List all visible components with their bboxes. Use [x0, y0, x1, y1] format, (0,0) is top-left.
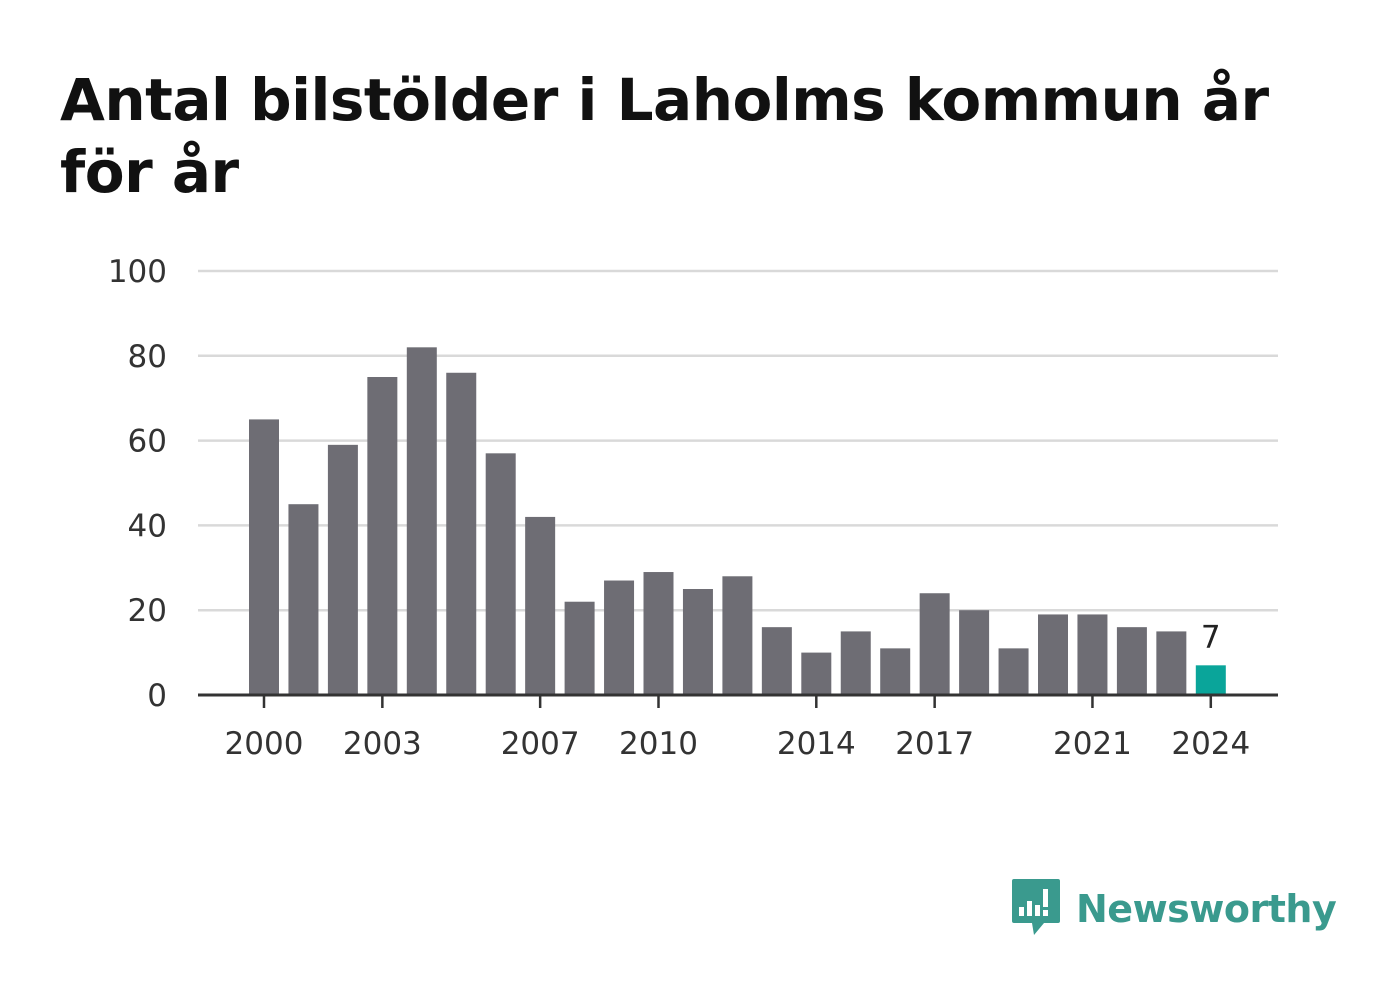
newsworthy-logo-icon	[1012, 879, 1060, 935]
bar-2000	[249, 419, 279, 695]
bar-2013	[761, 627, 792, 695]
chart-title: Antal bilstölder i Laholms kommun år för…	[60, 66, 1269, 206]
bar-2008	[564, 601, 595, 695]
bar-2011	[682, 589, 713, 695]
bar-2010	[643, 572, 674, 695]
bar-2007	[525, 516, 556, 695]
bar-2024	[1195, 665, 1226, 695]
y-tick-label-0: 0	[147, 678, 167, 714]
bar-2019	[998, 648, 1029, 695]
bar-2018	[959, 610, 990, 695]
bar-2014	[801, 652, 832, 695]
bar-2012	[722, 576, 753, 695]
bar-2004	[406, 347, 437, 695]
x-tick-label-2007: 2007	[501, 726, 580, 762]
bar-2021	[1077, 614, 1108, 695]
bar-2005	[446, 372, 477, 695]
y-tick-label-100: 100	[108, 254, 167, 290]
x-tick-labels: 2000 2003 2007 2010 2014 2017 2021 2024	[225, 726, 1251, 762]
y-tick-label-60: 60	[128, 424, 167, 460]
bar-2015	[840, 631, 871, 695]
grid-lines	[198, 269, 1278, 612]
y-tick-label-80: 80	[128, 339, 167, 375]
x-tick-label-2021: 2021	[1053, 726, 1132, 762]
bar-2009	[604, 580, 635, 695]
x-tick-label-2024: 2024	[1171, 726, 1250, 762]
bar-2001	[288, 504, 319, 695]
data-labels: 7	[1201, 619, 1221, 655]
bar-2006	[485, 453, 516, 695]
y-tick-label-20: 20	[128, 593, 167, 629]
x-tick-label-2017: 2017	[895, 726, 974, 762]
bar-2023	[1156, 631, 1187, 695]
data-label-2024: 7	[1201, 619, 1221, 655]
x-tick-label-2000: 2000	[225, 726, 304, 762]
brand-logo: Newsworthy	[1010, 876, 1337, 942]
x-tick-label-2010: 2010	[619, 726, 698, 762]
bar-2016	[880, 648, 911, 695]
bar-2022	[1116, 627, 1147, 695]
brand-name: Newsworthy	[1076, 887, 1337, 931]
bar-2017	[919, 593, 950, 695]
y-tick-label-40: 40	[128, 508, 167, 544]
bar-2020	[1038, 614, 1068, 695]
x-tick-label-2003: 2003	[343, 726, 422, 762]
x-tick-label-2014: 2014	[777, 726, 856, 762]
bar-2003	[367, 377, 398, 695]
y-tick-labels: 0 20 40 60 80 100	[108, 254, 167, 714]
x-axis	[198, 693, 1278, 708]
bars	[249, 347, 1226, 695]
bar-2002	[327, 444, 358, 695]
